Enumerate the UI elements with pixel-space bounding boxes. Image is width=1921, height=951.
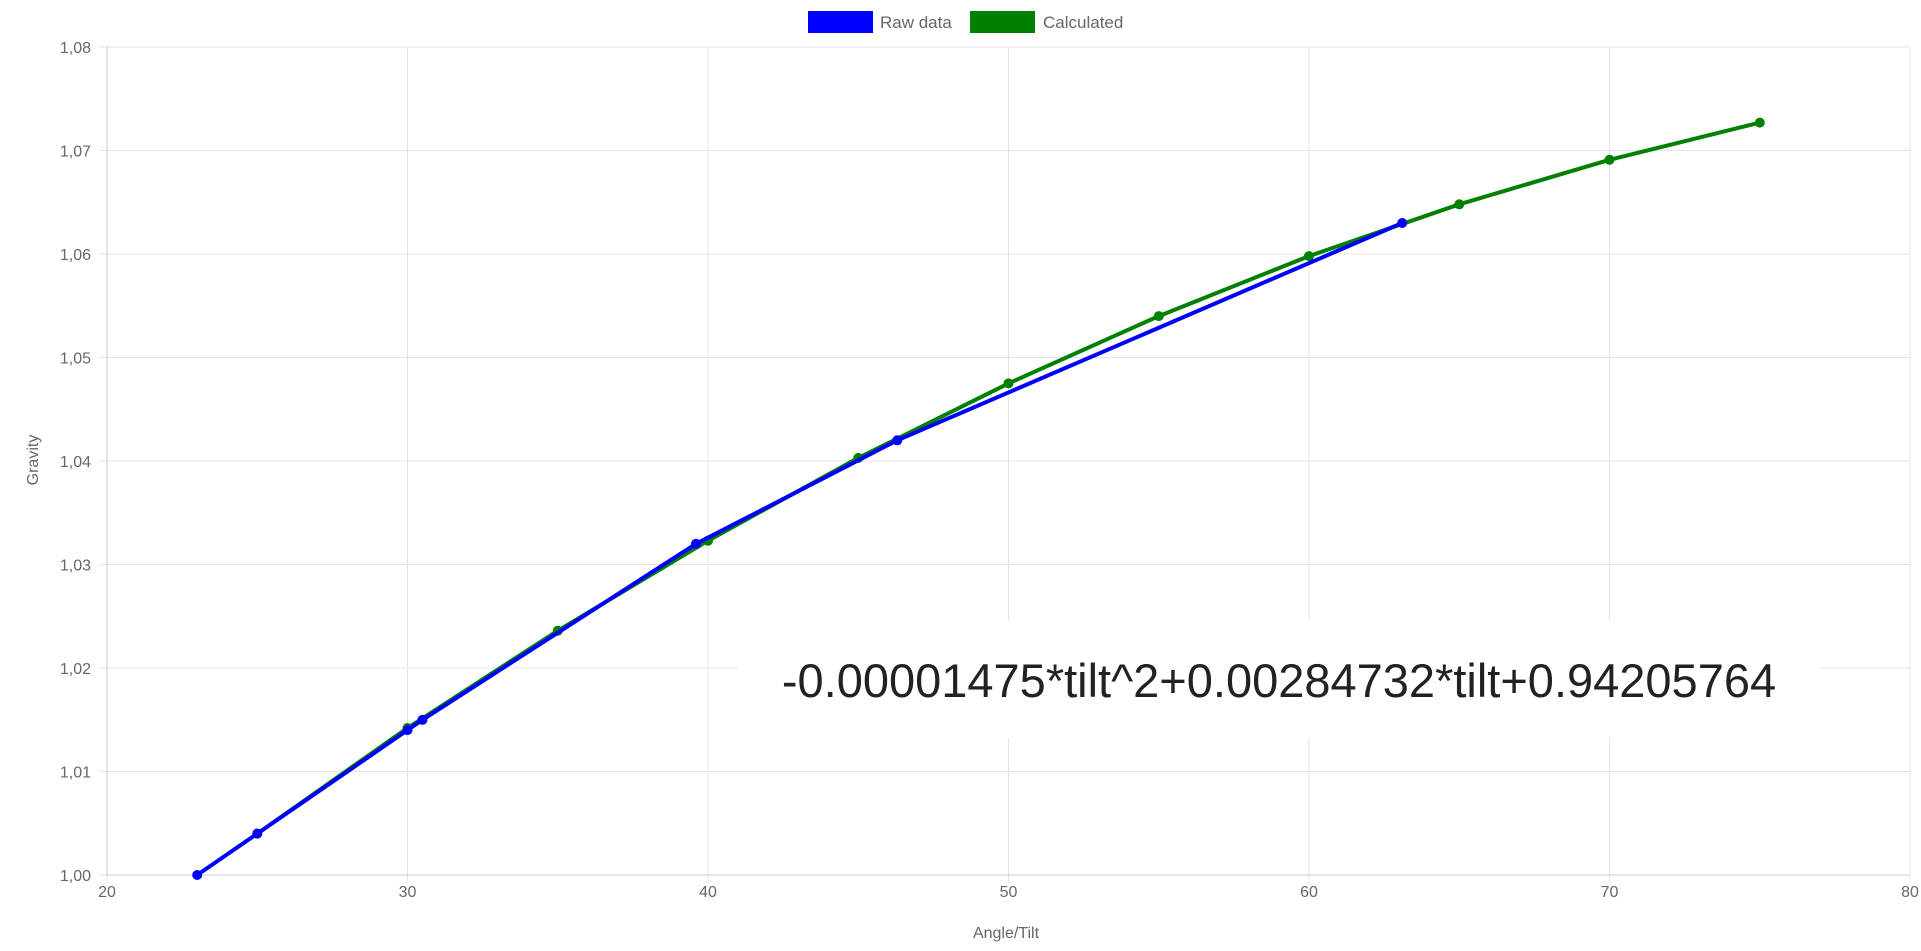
x-tick-label: 50 — [1000, 884, 1018, 901]
data-point-calculated[interactable] — [1754, 117, 1765, 128]
data-point-raw-data[interactable] — [192, 870, 203, 880]
y-tick-label: 1,06 — [60, 247, 91, 264]
x-tick-labels: 20 30 40 50 60 70 80 — [98, 884, 1919, 901]
series-layer — [192, 117, 1765, 880]
x-tick-label: 20 — [98, 884, 116, 901]
y-tick-label: 1,00 — [60, 868, 91, 885]
data-point-raw-data[interactable] — [402, 725, 413, 736]
formula-background — [738, 620, 1820, 738]
data-point-calculated[interactable] — [1604, 154, 1615, 165]
data-point-calculated[interactable] — [1304, 251, 1314, 262]
y-tick-label: 1,07 — [60, 144, 91, 161]
legend-label-raw-data: Raw data — [880, 13, 952, 32]
x-axis-title: Angle/Tilt — [973, 925, 1040, 942]
y-tick-labels: 1,00 1,01 1,02 1,03 1,04 1,05 1,06 1,07 1,08 — [60, 40, 91, 885]
y-tick-label: 1,05 — [60, 351, 91, 368]
legend-label-calculated: Calculated — [1043, 13, 1123, 32]
legend: Raw data Calculated — [808, 11, 1123, 33]
series-line-raw-data — [195, 221, 1405, 877]
legend-item-raw-data[interactable]: Raw data — [808, 11, 952, 33]
y-tick-label: 1,04 — [60, 454, 91, 471]
data-point-raw-data[interactable] — [1397, 218, 1408, 228]
y-tick-label: 1,08 — [60, 40, 91, 57]
x-tick-label: 70 — [1601, 884, 1619, 901]
formula-text: -0.00001475*tilt^2+0.00284732*tilt+0.942… — [782, 654, 1776, 707]
y-tick-label: 1,02 — [60, 661, 91, 678]
axes — [106, 47, 1910, 876]
legend-swatch-raw-data — [808, 11, 873, 33]
formula-annotation: -0.00001475*tilt^2+0.00284732*tilt+0.942… — [738, 620, 1820, 738]
legend-item-calculated[interactable]: Calculated — [970, 11, 1123, 33]
data-point-raw-data[interactable] — [252, 828, 263, 839]
y-tick-label: 1,03 — [60, 558, 91, 575]
data-point-calculated[interactable] — [1454, 199, 1465, 210]
data-point-raw-data[interactable] — [892, 435, 903, 446]
y-axis-title: Gravity — [25, 435, 42, 486]
x-tick-label: 60 — [1300, 884, 1318, 901]
data-point-calculated[interactable] — [1003, 378, 1014, 389]
data-point-raw-data[interactable] — [417, 714, 428, 725]
x-tick-label: 40 — [699, 884, 717, 901]
data-point-raw-data[interactable] — [691, 538, 701, 549]
legend-swatch-calculated — [970, 11, 1035, 33]
y-tick-label: 1,01 — [60, 765, 91, 782]
series-raw-data — [192, 218, 1408, 880]
x-tick-label: 80 — [1901, 884, 1919, 901]
x-tick-label: 30 — [399, 884, 417, 901]
data-point-calculated[interactable] — [1153, 311, 1164, 322]
